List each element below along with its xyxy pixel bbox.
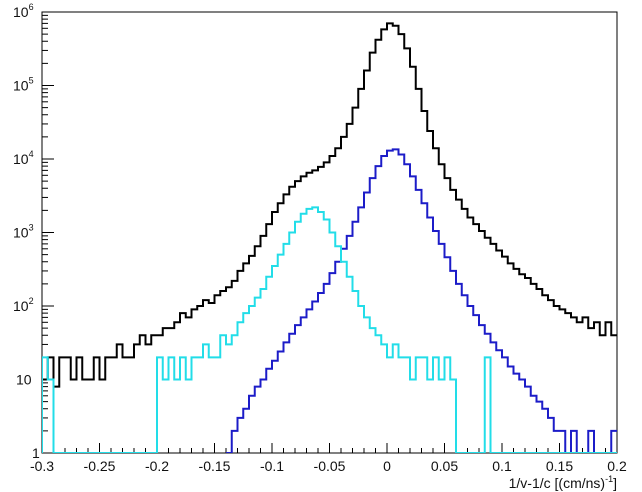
- x-axis-title: 1/v-1/c [(cm/ns)-1]: [509, 474, 617, 491]
- x-tick-label: -0.2: [145, 458, 169, 474]
- x-tick-label: -0.05: [314, 458, 346, 474]
- x-tick-label: 0: [383, 458, 391, 474]
- x-tick-label: -0.15: [199, 458, 231, 474]
- x-tick-label: -0.1: [260, 458, 284, 474]
- y-tick-label: 104: [13, 149, 34, 167]
- x-tick-label: 0.1: [492, 458, 512, 474]
- x-tick-label: 0.15: [546, 458, 573, 474]
- x-tick-label: -0.25: [84, 458, 116, 474]
- series-cyan-line: [42, 206, 617, 453]
- x-tick-label: -0.3: [30, 458, 54, 474]
- y-tick-label: 10: [16, 372, 32, 388]
- series-blue-line: [226, 148, 617, 453]
- y-tick-label: 1: [32, 445, 40, 461]
- y-tick-label: 103: [13, 223, 34, 241]
- series-black-line: [42, 22, 617, 453]
- x-tick-label: 0.05: [431, 458, 458, 474]
- y-tick-label: 105: [13, 76, 34, 94]
- x-tick-label: 0.2: [607, 458, 627, 474]
- y-tick-label: 106: [13, 2, 34, 20]
- y-tick-label: 102: [13, 296, 34, 314]
